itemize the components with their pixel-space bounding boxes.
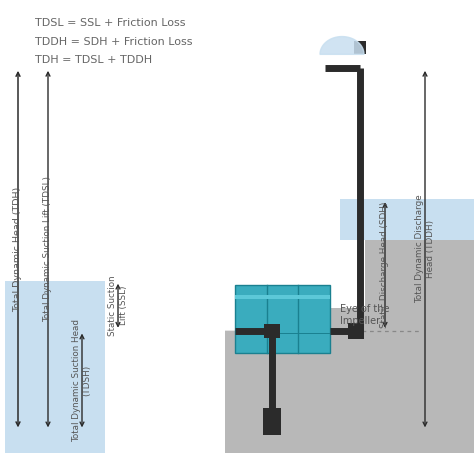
Bar <box>264 324 280 338</box>
Polygon shape <box>340 199 474 240</box>
Bar <box>354 41 366 55</box>
Text: TDSL = SSL + Friction Loss: TDSL = SSL + Friction Loss <box>35 18 185 28</box>
Bar <box>235 285 330 353</box>
Text: Eye of the
Impeller: Eye of the Impeller <box>340 304 390 326</box>
Polygon shape <box>225 240 474 453</box>
Polygon shape <box>5 281 105 453</box>
Text: TDDH = SDH + Friction Loss: TDDH = SDH + Friction Loss <box>35 37 192 47</box>
Text: Static Discharge Head (SDH): Static Discharge Head (SDH) <box>381 202 390 328</box>
Text: TDH = TDSL + TDDH: TDH = TDSL + TDDH <box>35 55 152 65</box>
Polygon shape <box>225 240 474 453</box>
Text: Total Dynamic Suction Lift (TDSL): Total Dynamic Suction Lift (TDSL) <box>44 176 53 322</box>
Polygon shape <box>320 37 364 55</box>
Bar <box>263 408 281 435</box>
Text: Static Suction
Lift (SSL): Static Suction Lift (SSL) <box>108 275 128 336</box>
Text: Total Dynamic Suction Head
(TDSH): Total Dynamic Suction Head (TDSH) <box>73 319 91 442</box>
Text: Total Dynamic Head (TDH): Total Dynamic Head (TDH) <box>13 186 22 312</box>
Bar <box>235 295 330 299</box>
Bar <box>348 323 364 338</box>
Text: Total Dynamic Discharge
Head (TDDH): Total Dynamic Discharge Head (TDDH) <box>415 195 435 303</box>
